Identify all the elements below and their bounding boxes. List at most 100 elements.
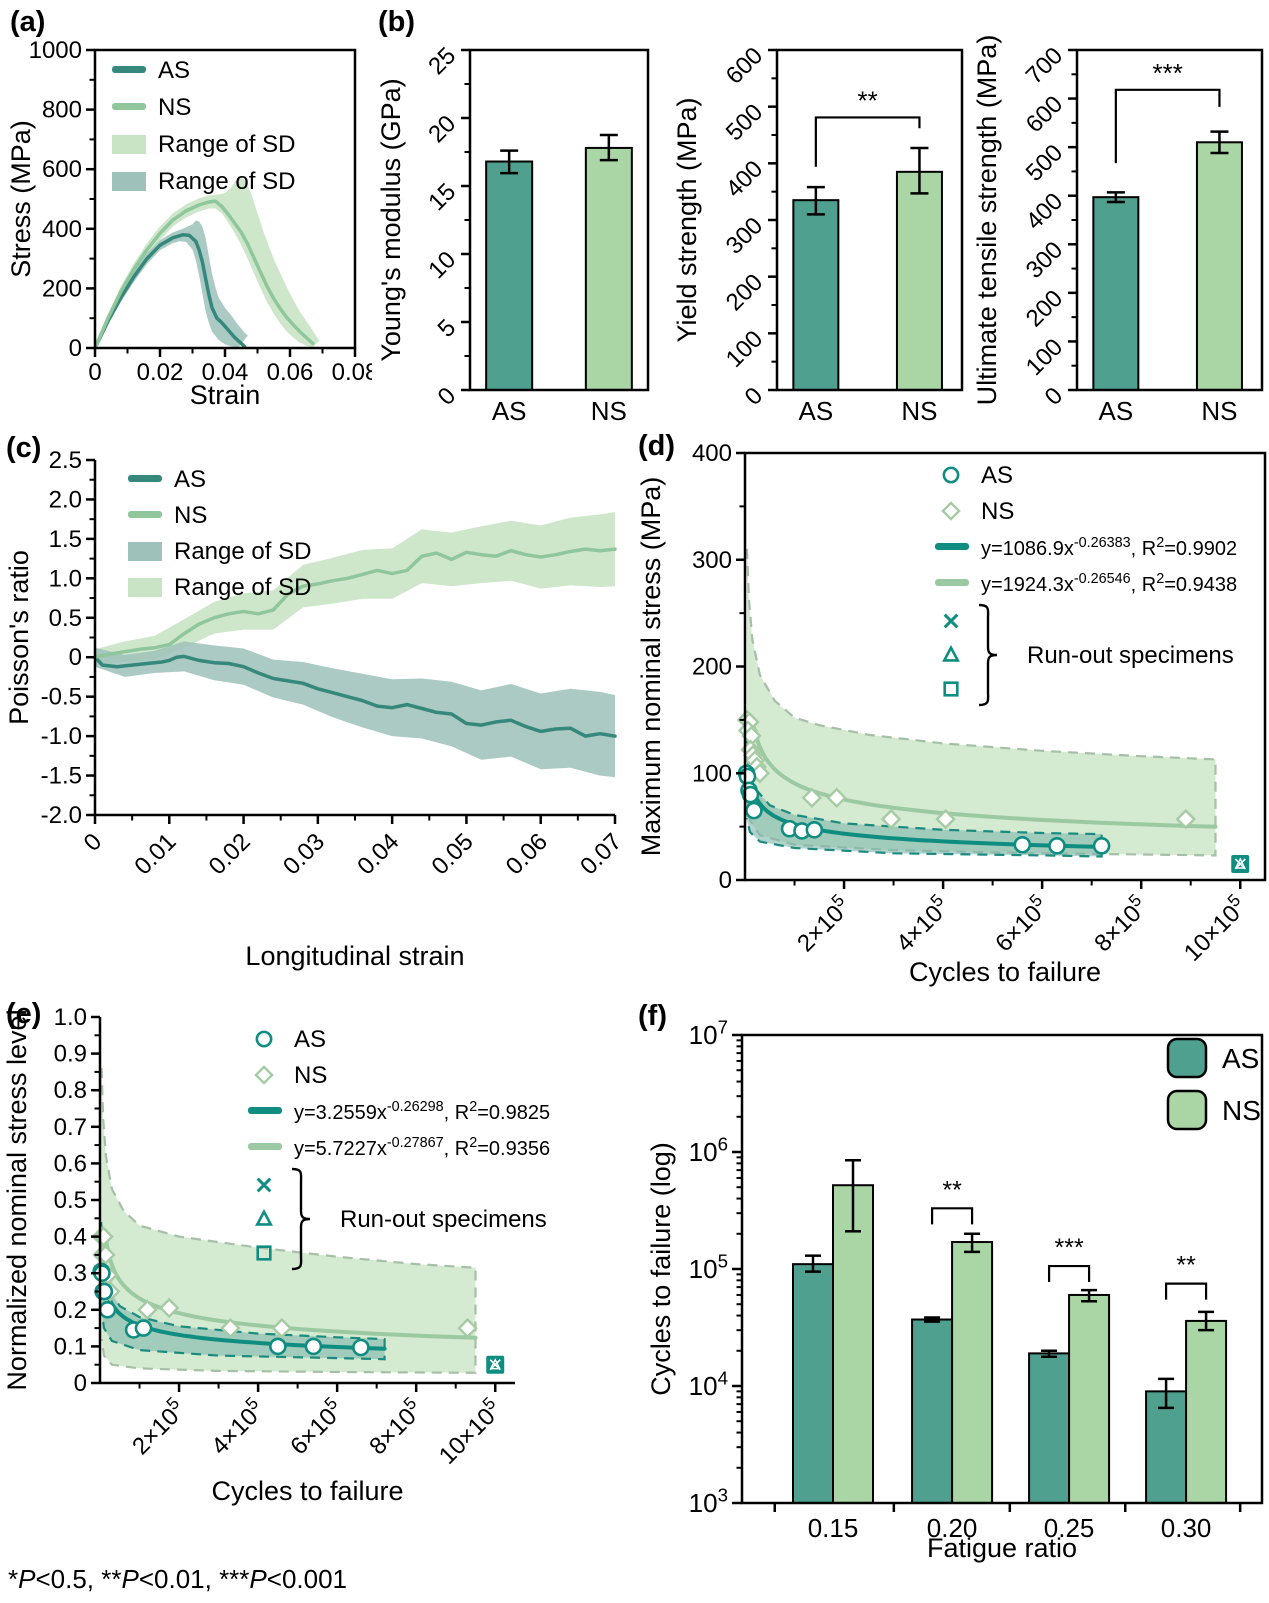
bars-b3: AS NS *** xyxy=(1092,58,1243,425)
svg-text:0.7: 0.7 xyxy=(54,1114,87,1141)
svg-text:10×105: 10×105 xyxy=(1176,890,1253,967)
bars-b2: AS NS ** xyxy=(792,85,943,425)
svg-text:0: 0 xyxy=(74,1370,87,1397)
svg-text:15: 15 xyxy=(423,178,461,216)
svg-text:1000: 1000 xyxy=(29,37,82,64)
bar-NS-0.20 xyxy=(951,1241,994,1504)
svg-text:Cycles to failure (log): Cycles to failure (log) xyxy=(646,1142,676,1396)
svg-text:0: 0 xyxy=(69,335,82,362)
bar-NS-0.25 xyxy=(1068,1293,1111,1504)
svg-text:Normalized nominal stress leve: Normalized nominal stress level xyxy=(2,1009,32,1390)
svg-text:-1.0: -1.0 xyxy=(41,723,82,750)
svg-text:2×105: 2×105 xyxy=(124,1393,191,1460)
svg-text:0.8: 0.8 xyxy=(54,1077,87,1104)
sd-band xyxy=(95,220,248,348)
plot-area-c xyxy=(93,512,617,778)
panel-e-normalized-sn-chart: 2×105 4×105 6×105 8×105 10×105 0 0.1 0.2 0.3 0.4 0… xyxy=(2,1004,550,1506)
svg-text:100: 100 xyxy=(692,760,732,787)
legend: AS NS Range of SD Range of SD xyxy=(128,466,311,601)
svg-text:400: 400 xyxy=(1021,188,1068,235)
svg-text:0: 0 xyxy=(79,828,108,857)
svg-text:104: 104 xyxy=(689,1368,728,1401)
svg-text:y=5.7227x-0.27867, R2=0.9356: y=5.7227x-0.27867, R2=0.9356 xyxy=(294,1135,550,1160)
svg-text:0.02: 0.02 xyxy=(204,828,256,880)
svg-text:10×105: 10×105 xyxy=(431,1393,508,1470)
svg-text:8×105: 8×105 xyxy=(361,1393,428,1460)
bar-AS xyxy=(485,160,534,391)
svg-text:***: *** xyxy=(1152,58,1182,88)
svg-text:25: 25 xyxy=(423,42,461,80)
panel-c-label: (c) xyxy=(6,432,42,464)
svg-text:y=3.2559x-0.26298, R2=0.9825: y=3.2559x-0.26298, R2=0.9825 xyxy=(294,1099,550,1124)
svg-text:NS: NS xyxy=(294,1062,327,1089)
svg-text:400: 400 xyxy=(692,440,732,467)
svg-text:0: 0 xyxy=(69,644,82,671)
svg-text:106: 106 xyxy=(689,1134,728,1167)
svg-text:NS: NS xyxy=(1201,396,1237,425)
svg-text:Young's modulus (GPa): Young's modulus (GPa) xyxy=(376,78,406,361)
svg-text:1.0: 1.0 xyxy=(54,1004,87,1031)
svg-text:0: 0 xyxy=(88,359,101,386)
svg-text:0.9: 0.9 xyxy=(54,1041,87,1068)
svg-text:0.30: 0.30 xyxy=(1161,1513,1212,1543)
series-AS xyxy=(93,654,617,738)
legend: AS NS Range of SD Range of SD xyxy=(112,57,295,195)
significance-footnote: *P<0.5, **P<0.01, ***P<0.001 xyxy=(8,1564,348,1594)
bar-NS xyxy=(584,146,633,391)
plot-area-e xyxy=(91,1068,505,1374)
svg-text:0.6: 0.6 xyxy=(54,1150,87,1177)
svg-text:NS: NS xyxy=(981,498,1014,525)
svg-text:100: 100 xyxy=(1021,334,1068,381)
svg-text:0.03: 0.03 xyxy=(278,828,330,880)
svg-text:Range of SD: Range of SD xyxy=(158,131,295,158)
axes xyxy=(768,48,964,392)
significance-bracket xyxy=(1164,1282,1208,1300)
svg-text:Poisson's ratio: Poisson's ratio xyxy=(4,550,34,725)
svg-text:600: 600 xyxy=(1021,91,1068,138)
panel-b-yield-strength-chart: AS NS ** 0 100 200 300 400 500 600 Yield strength … xyxy=(672,42,964,425)
bar-AS xyxy=(1092,196,1140,391)
svg-text:NS: NS xyxy=(901,396,937,425)
panel-f-label: (f) xyxy=(638,1000,667,1032)
svg-text:Range of SD: Range of SD xyxy=(158,168,295,195)
svg-text:AS: AS xyxy=(174,466,206,493)
significance-bracket xyxy=(930,1207,974,1225)
svg-text:0: 0 xyxy=(719,867,732,894)
svg-text:0.1: 0.1 xyxy=(54,1333,87,1360)
svg-text:Run-out specimens: Run-out specimens xyxy=(1027,642,1234,669)
svg-text:NS: NS xyxy=(591,396,627,425)
svg-text:AS: AS xyxy=(158,57,190,84)
svg-text:Yield strength (MPa): Yield strength (MPa) xyxy=(672,97,702,342)
svg-text:2×105: 2×105 xyxy=(789,890,856,957)
svg-text:500: 500 xyxy=(1021,139,1068,186)
significance-bracket xyxy=(1047,1264,1091,1283)
bar-AS-0.15 xyxy=(792,1263,834,1504)
svg-text:100: 100 xyxy=(721,325,768,372)
svg-text:200: 200 xyxy=(1021,285,1068,332)
panel-c-poissons-ratio-chart: 0 0.01 0.02 0.03 0.04 0.05 0.06 0.07 -2.0 -1.5 -1.… xyxy=(4,447,627,971)
bars-f: 0.15 0.20 0.25 0.30******* xyxy=(792,1159,1228,1543)
svg-text:105: 105 xyxy=(689,1251,728,1284)
svg-text:NS: NS xyxy=(158,94,191,121)
svg-text:AS: AS xyxy=(1099,396,1134,425)
svg-text:0.04: 0.04 xyxy=(352,828,404,880)
series-AS xyxy=(93,233,247,350)
svg-text:Ultimate tensile strength (MPa: Ultimate tensile strength (MPa) xyxy=(972,35,1002,406)
svg-text:1.0: 1.0 xyxy=(49,565,82,592)
panel-a-label: (a) xyxy=(10,6,46,38)
svg-text:10: 10 xyxy=(423,246,461,284)
series-NS xyxy=(93,199,315,350)
svg-text:300: 300 xyxy=(721,212,768,259)
panel-a-stress-strain-chart: 0 0.02 0.04 0.06 0.08 0 200 400 600 800 1000 Strain… xyxy=(6,37,372,410)
svg-text:107: 107 xyxy=(689,1017,728,1050)
legend: AS NS xyxy=(1166,1037,1261,1131)
bar-NS-0.30 xyxy=(1185,1319,1228,1504)
svg-text:6×105: 6×105 xyxy=(987,890,1054,957)
svg-text:0.5: 0.5 xyxy=(54,1187,87,1214)
svg-text:300: 300 xyxy=(1021,236,1068,283)
svg-text:0: 0 xyxy=(433,382,462,411)
sd-band xyxy=(95,512,615,666)
svg-text:Range of SD: Range of SD xyxy=(174,574,311,601)
sd-band xyxy=(101,1068,476,1373)
